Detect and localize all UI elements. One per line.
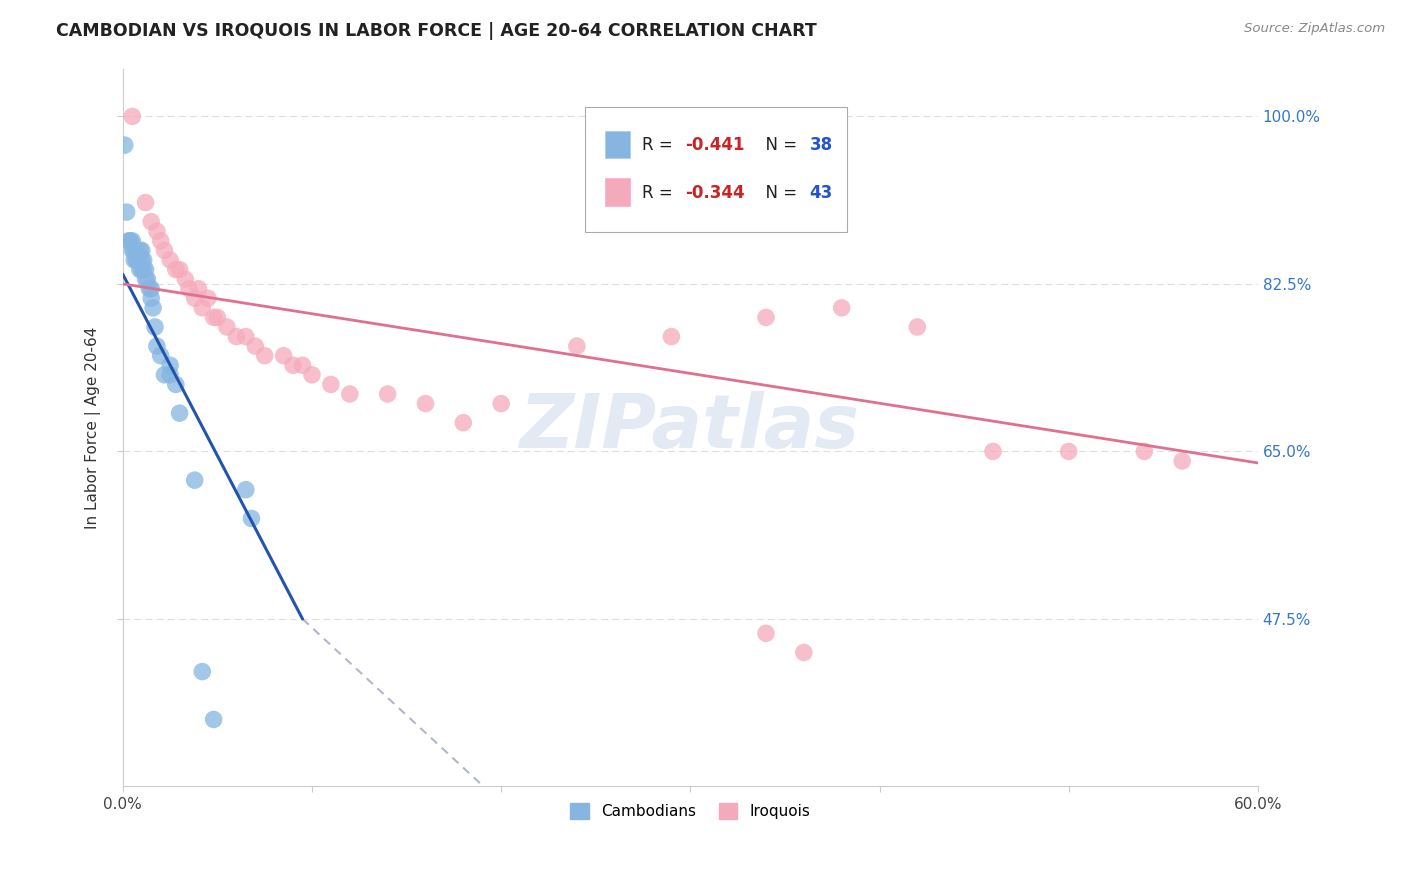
Point: [291, 359, 314, 373]
Point: [135, 262, 157, 277]
Point: [122, 252, 145, 267]
Text: N =: N =: [755, 136, 803, 154]
Point: [132, 262, 155, 277]
Point: [169, 406, 191, 420]
Point: [245, 339, 267, 353]
Point: [141, 215, 163, 229]
Point: [183, 291, 205, 305]
Point: [117, 234, 139, 248]
Text: -0.344: -0.344: [685, 184, 744, 202]
Point: [273, 349, 295, 363]
Point: [131, 252, 153, 267]
Text: -0.441: -0.441: [685, 136, 744, 154]
Point: [187, 282, 209, 296]
Point: [905, 320, 928, 334]
Point: [755, 310, 778, 325]
Point: [159, 359, 181, 373]
Y-axis label: In Labor Force | Age 20-64: In Labor Force | Age 20-64: [86, 326, 101, 529]
Point: [141, 282, 163, 296]
Point: [120, 234, 142, 248]
Point: [114, 138, 136, 153]
Point: [301, 368, 323, 382]
Point: [146, 339, 169, 353]
Point: [143, 320, 166, 334]
Point: [128, 262, 150, 277]
Point: [661, 329, 683, 343]
Point: [793, 645, 815, 659]
Point: [121, 244, 143, 258]
Point: [121, 109, 143, 123]
Point: [135, 195, 157, 210]
Point: [128, 244, 150, 258]
Point: [202, 713, 225, 727]
Point: [207, 310, 229, 325]
Text: ZIPatlas: ZIPatlas: [520, 391, 860, 464]
Point: [831, 301, 853, 315]
Point: [159, 368, 181, 382]
Point: [125, 244, 148, 258]
Point: [135, 272, 157, 286]
Point: [755, 626, 778, 640]
Text: N =: N =: [755, 184, 803, 202]
Point: [197, 291, 219, 305]
Point: [183, 473, 205, 487]
Point: [141, 291, 163, 305]
Point: [127, 252, 149, 267]
Point: [153, 368, 176, 382]
FancyBboxPatch shape: [585, 107, 846, 232]
Point: [169, 262, 191, 277]
Point: [121, 234, 143, 248]
Point: [165, 377, 187, 392]
Point: [339, 387, 361, 401]
Point: [174, 272, 197, 286]
Text: R =: R =: [641, 184, 678, 202]
Point: [132, 252, 155, 267]
Point: [1133, 444, 1156, 458]
Text: 38: 38: [810, 136, 832, 154]
Point: [489, 396, 512, 410]
Point: [146, 224, 169, 238]
Point: [565, 339, 588, 353]
Point: [1171, 454, 1194, 468]
Text: 43: 43: [810, 184, 832, 202]
Legend: Cambodians, Iroquois: Cambodians, Iroquois: [564, 797, 817, 825]
Point: [191, 301, 214, 315]
Point: [202, 310, 225, 325]
Point: [131, 262, 153, 277]
Text: R =: R =: [641, 136, 678, 154]
Point: [240, 511, 263, 525]
Point: [191, 665, 214, 679]
Point: [159, 252, 181, 267]
Point: [153, 244, 176, 258]
Point: [149, 349, 172, 363]
Text: Source: ZipAtlas.com: Source: ZipAtlas.com: [1244, 22, 1385, 36]
Point: [225, 329, 247, 343]
Point: [115, 205, 138, 219]
Point: [981, 444, 1004, 458]
Point: [1057, 444, 1080, 458]
Point: [136, 272, 159, 286]
Point: [131, 244, 153, 258]
Point: [138, 282, 160, 296]
Point: [377, 387, 399, 401]
FancyBboxPatch shape: [605, 178, 630, 206]
Point: [415, 396, 437, 410]
Point: [235, 483, 257, 497]
Point: [142, 301, 165, 315]
Point: [235, 329, 257, 343]
Point: [215, 320, 238, 334]
Point: [453, 416, 475, 430]
Point: [281, 359, 304, 373]
Text: CAMBODIAN VS IROQUOIS IN LABOR FORCE | AGE 20-64 CORRELATION CHART: CAMBODIAN VS IROQUOIS IN LABOR FORCE | A…: [56, 22, 817, 40]
Point: [149, 234, 172, 248]
Point: [253, 349, 276, 363]
Point: [177, 282, 200, 296]
Point: [125, 252, 148, 267]
FancyBboxPatch shape: [605, 131, 630, 158]
Point: [165, 262, 187, 277]
Point: [122, 244, 145, 258]
Point: [319, 377, 342, 392]
